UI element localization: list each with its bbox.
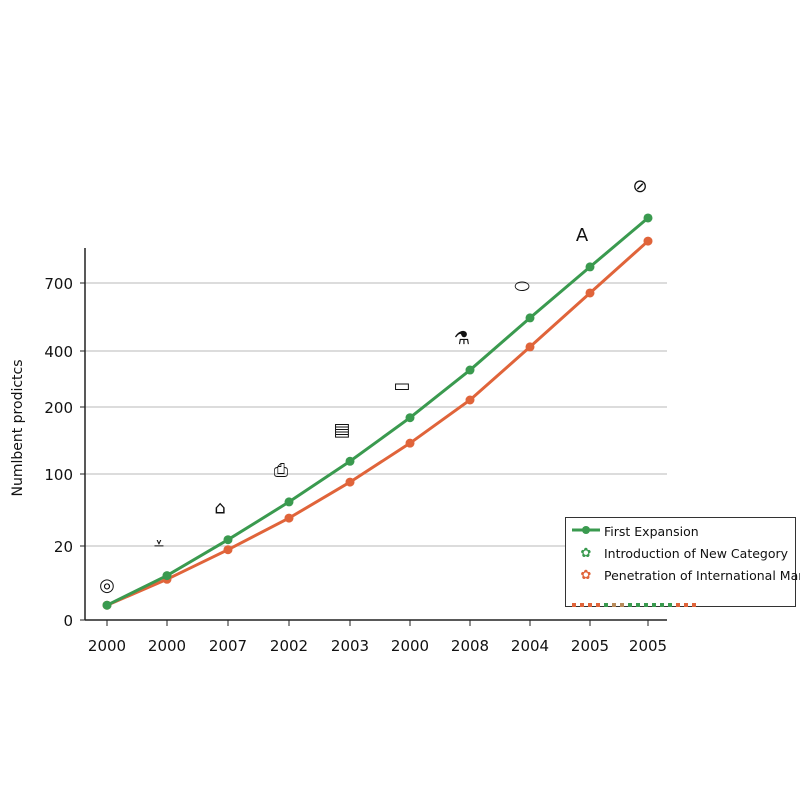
flower-icon: ✿ [580, 546, 592, 561]
legend-dot [660, 603, 664, 607]
legend-dot [692, 603, 696, 607]
data-point [585, 262, 595, 272]
data-point [223, 535, 233, 545]
legend-dot [644, 603, 648, 607]
x-tick-label: 2004 [511, 637, 549, 655]
y-tick-labels: 0 20 100 200 400 700 [44, 275, 85, 630]
data-point [585, 288, 595, 298]
legend: First Expansion ✿ Introduction of New Ca… [565, 517, 800, 607]
legend-dot [684, 603, 688, 607]
data-point [345, 477, 355, 487]
legend-dot [572, 603, 576, 607]
data-point [405, 413, 415, 423]
house-icon: ⌂ [214, 498, 225, 519]
legend-dot [676, 603, 680, 607]
x-tick-label: 2005 [629, 637, 667, 655]
y-axis-label: Numlbent prodictcs [10, 359, 26, 496]
annotation-icons: ◎ ⩡ ⌂ ⎙ ▤ ▭ ⚗ ⬭ A ⊘ [99, 176, 647, 596]
data-point [284, 497, 294, 507]
x-tick-label: 2000 [391, 637, 429, 655]
camera-icon: ⎙ [274, 460, 289, 481]
data-point [223, 545, 233, 555]
flask-icon: ⚗ [454, 328, 470, 349]
legend-item-first-expansion: First Expansion [572, 524, 699, 539]
data-point [525, 342, 535, 352]
data-point [525, 313, 535, 323]
legend-dot [628, 603, 632, 607]
gridlines [85, 282, 667, 547]
line-dot-icon [572, 524, 600, 539]
legend-dot [596, 603, 600, 607]
x-tick-label: 2000 [88, 637, 126, 655]
legend-dot [652, 603, 656, 607]
x-tick-label: 2000 [148, 637, 186, 655]
legend-dot [668, 603, 672, 607]
data-point [465, 395, 475, 405]
series-line [106, 239, 650, 607]
y-tick-label: 200 [44, 399, 73, 417]
x-tick-label: 2002 [270, 637, 308, 655]
card-icon: ▭ [393, 376, 410, 397]
legend-dot [588, 603, 592, 607]
series-group [102, 213, 653, 610]
legend-decorative-dots [572, 592, 700, 611]
device-icon: ▤ [333, 419, 350, 440]
download-tray-icon: ⩡ [154, 534, 164, 555]
y-tick-label: 20 [54, 538, 73, 556]
legend-dot [620, 603, 624, 607]
legend-dot [636, 603, 640, 607]
data-point [643, 213, 653, 223]
pill-icon: ⬭ [514, 276, 530, 297]
data-point [345, 456, 355, 466]
data-point [162, 571, 172, 581]
legend-item-international-market: ✿ Penetration of International Market [572, 568, 800, 583]
compass-icon: ⊘ [632, 176, 647, 197]
legend-label: First Expansion [604, 524, 699, 539]
data-point [102, 600, 112, 610]
legend-dot [580, 603, 584, 607]
series-line [106, 216, 649, 607]
legend-dot [612, 603, 616, 607]
x-tick-label: 2008 [451, 637, 489, 655]
x-tick-label: 2007 [209, 637, 247, 655]
x-tick-labels: 2000 2000 2007 2002 2003 2000 2008 2004 2005 2005 [88, 620, 667, 655]
document-a-icon: A [576, 225, 589, 246]
y-tick-label: 400 [44, 343, 73, 361]
data-point [465, 365, 475, 375]
data-point [643, 236, 653, 246]
legend-label: Penetration of International Market [604, 568, 800, 583]
y-tick-label: 100 [44, 466, 73, 484]
y-tick-label: 0 [63, 612, 73, 630]
legend-item-new-category: ✿ Introduction of New Category [572, 546, 788, 561]
y-tick-label: 700 [44, 275, 73, 293]
data-point [405, 438, 415, 448]
x-tick-label: 2005 [571, 637, 609, 655]
legend-dot [604, 603, 608, 607]
data-point [284, 513, 294, 523]
legend-label: Introduction of New Category [604, 546, 789, 561]
x-tick-label: 2003 [331, 637, 369, 655]
flower-icon: ✿ [580, 568, 592, 583]
target-icon: ◎ [99, 575, 115, 596]
